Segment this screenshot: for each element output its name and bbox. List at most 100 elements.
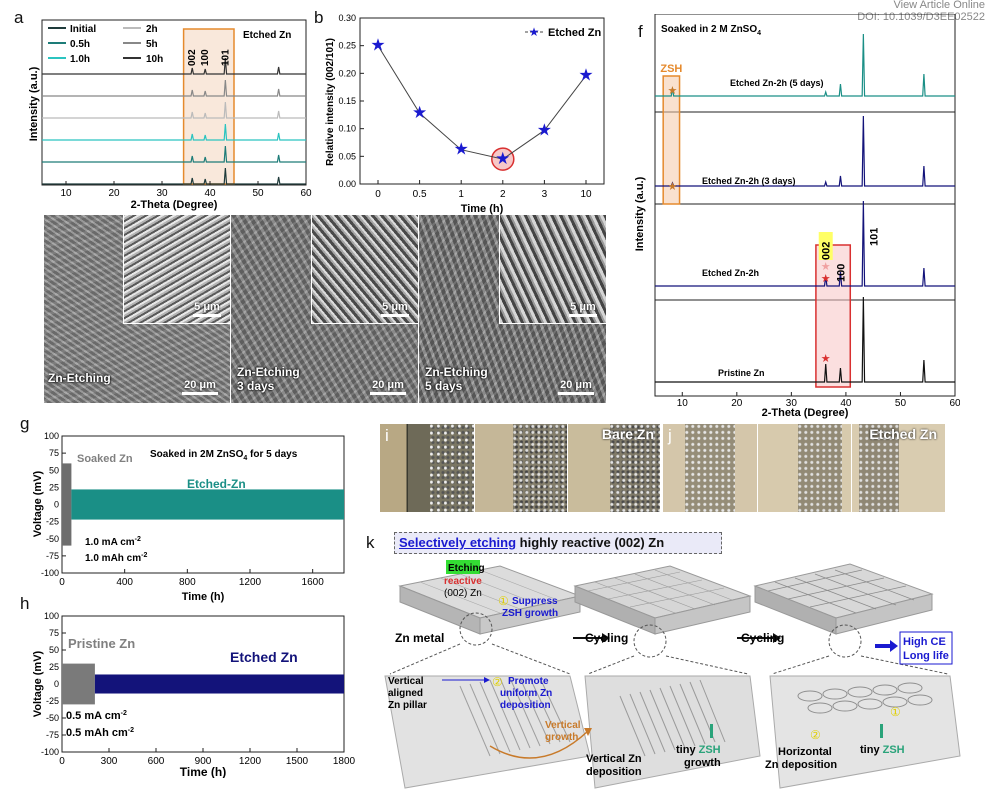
chart-3-xtick-label-800: 800 — [179, 577, 196, 588]
scheme-tiny-growth: growth — [684, 757, 721, 769]
scheme-vertical: Vertical — [388, 676, 424, 687]
chart-4-xtick-label-1500: 1500 — [286, 756, 309, 767]
scheme-vertical-growth: Vertical — [545, 720, 581, 731]
high-ce-box — [899, 631, 953, 665]
chart-b-ytick-label-0.10: 0.10 — [338, 124, 356, 134]
microscopy-i: Bare Zn — [380, 424, 660, 512]
chart-b-xtick-label-2: 2 — [500, 189, 506, 200]
scheme-horizontal: Horizontal — [778, 746, 832, 758]
scheme-growth: growth — [545, 732, 578, 743]
chart-b-xtick-label-10: 10 — [580, 189, 592, 200]
scale-bar-inset-d: 5 μm — [380, 301, 410, 317]
chart-b-xtick-label-1: 1 — [458, 189, 464, 200]
sem-inset-c: 5 μm — [123, 215, 230, 324]
chart-b-xlabel: Time (h) — [461, 203, 504, 215]
chart-a-xlabel: 2-Theta (Degree) — [131, 199, 218, 211]
panel-label-f: f — [638, 22, 643, 41]
chart-b-legend-label: Etched Zn — [548, 27, 601, 39]
chart-b-xtick-label-3: 3 — [542, 189, 548, 200]
scheme-zn-metal: Zn metal — [395, 631, 444, 645]
panel-label-i: i — [385, 426, 389, 445]
scheme-zn-pillar: Zn pillar — [388, 700, 427, 711]
chart-a-xtick-label-40: 40 — [204, 188, 216, 199]
chart-b-ytick-label-0.15: 0.15 — [338, 96, 356, 106]
chart-a-xtick-label-30: 30 — [156, 188, 168, 199]
scheme-zoom-1 — [384, 675, 591, 789]
chart-b-legend: ★ Etched Zn — [525, 25, 601, 39]
chart-f-zsh-label: ZSH — [660, 63, 682, 75]
chart-b-point-0.5: ★ — [412, 103, 427, 122]
chart-f-star-1: ★ — [668, 181, 678, 193]
scheme-etching: Etching — [448, 563, 485, 574]
scheme-uniform: uniform Zn — [500, 688, 552, 699]
doi-text: DOI: 10.1039/D3EE02522 — [857, 11, 985, 23]
chart-b-ylabel: Relative intensity (002/101) — [325, 38, 336, 166]
chart-a-annotation: Etched Zn — [243, 30, 291, 41]
sem-label-d: Zn-Etching 3 days — [237, 365, 300, 393]
microscopy-i-label: Bare Zn — [601, 426, 654, 442]
chart-3-ytick-label--100: -100 — [41, 568, 59, 578]
microscopy-j: Etched Zn — [663, 424, 945, 512]
panel-label-a: a — [14, 8, 24, 27]
scale-bar-c: 20 μm — [180, 379, 220, 395]
chart-a-xtick-label-50: 50 — [252, 188, 264, 199]
chart-b-point-3: ★ — [537, 120, 552, 139]
chart-f-star-0: ★ — [668, 85, 678, 97]
chart-f-trace-0 — [655, 33, 955, 97]
chart-b-ytick-label-0.20: 0.20 — [338, 68, 356, 78]
panel-label-k: k — [366, 533, 375, 552]
chart-f-xtick-label-10: 10 — [677, 398, 689, 409]
chart-4-ytick-label-50: 50 — [49, 645, 59, 655]
chart-a-trace-Initial — [42, 167, 306, 185]
scheme-deposition-2: deposition — [586, 766, 642, 778]
legend-initial: Initial — [70, 24, 96, 35]
chart-f-ylabel: Intensity (a.u.) — [634, 176, 646, 251]
sem-image-c: 5 μm Zn-Etching 20 μm — [44, 215, 230, 403]
chart-f-xtick-label-20: 20 — [731, 398, 743, 409]
chart-f-title: Soaked in 2 M ZnSO4 — [661, 24, 761, 37]
chart-h-series-pristine: Pristine Zn — [68, 636, 135, 651]
chart-4-xtick-label-1800: 1800 — [333, 756, 355, 767]
view-article-link[interactable]: View Article Online — [893, 0, 985, 11]
chart-f-peak-100: 100 — [835, 264, 847, 282]
chart-a-frame — [41, 19, 307, 186]
chart-3-ytick-label-100: 100 — [44, 431, 59, 441]
chart-b-point-0: ★ — [370, 36, 385, 55]
chart-g-ylabel: Voltage (mV) — [32, 470, 44, 537]
scale-bar-d: 20 μm — [368, 379, 408, 395]
chart-3-xtick-label-1600: 1600 — [302, 577, 325, 588]
scheme-suppress-num: ① — [498, 594, 509, 608]
chart-b-ytick-label-0.30: 0.30 — [338, 13, 356, 23]
scheme-diagram: Etching reactive (002) Zn ① Suppress ZSH… — [384, 560, 961, 789]
chart-a-xtick-label-60: 60 — [300, 188, 312, 199]
scheme-horizontal-zn: Zn deposition — [765, 759, 837, 771]
chart-3-ytick-label-50: 50 — [49, 465, 59, 475]
chart-g-title: Soaked in 2M ZnSO4 for 5 days — [150, 449, 298, 462]
chart-f-trace-1 — [655, 115, 955, 187]
chart-a-trace-5h — [42, 79, 306, 97]
chart-4-xtick-label-600: 600 — [148, 756, 165, 767]
chart-f-label-5days: Etched Zn-2h (5 days) — [730, 78, 824, 88]
chart-f: 10 20 30 40 50 60 Soaked in 2 M ZnSO4 ZSH Etc… — [634, 14, 960, 419]
scheme-block-3 — [753, 563, 934, 658]
panel-label-j: j — [668, 426, 672, 445]
chart-a: 002 100 101 10 20 30 40 50 60 Initial 0.5h 1.0h… — [28, 19, 312, 211]
chart-3-xtick-label-400: 400 — [116, 577, 133, 588]
chart-g-series-soaked: Soaked Zn — [77, 453, 133, 465]
chart-f-peak-002: 002 — [821, 242, 833, 260]
scheme-block-1 — [398, 565, 582, 646]
chart-4-series-Pristine Zn — [62, 663, 95, 705]
chart-f-label-3days: Etched Zn-2h (3 days) — [702, 176, 796, 186]
chart-f-star-4: ★ — [821, 353, 831, 365]
chart-h-cond1: 0.5 mA cm-2 — [66, 710, 127, 722]
chart-f-frame — [654, 14, 956, 397]
scheme-high-ce: High CE — [903, 636, 946, 648]
chart-g-xlabel: Time (h) — [182, 591, 225, 603]
panel-label-b: b — [314, 8, 324, 27]
scheme-mark-1: ① — [890, 705, 901, 719]
chart-g-series-etched: Etched-Zn — [187, 477, 246, 491]
panel-label-g: g — [20, 414, 30, 433]
chart-a-peak-101: 101 — [220, 49, 231, 66]
scheme-mark-2: ② — [810, 728, 821, 742]
